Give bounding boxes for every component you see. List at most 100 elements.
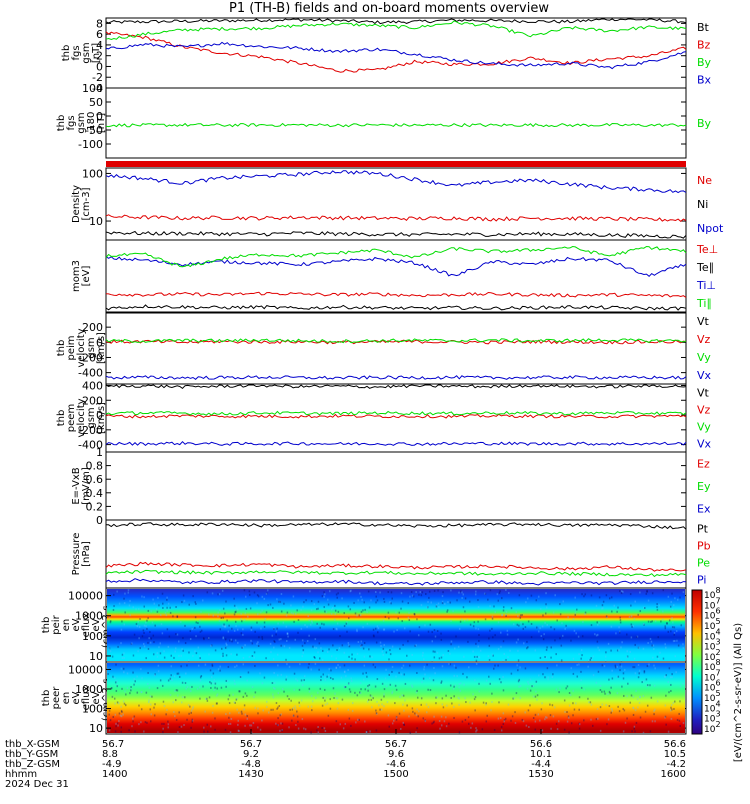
- spectrogram-pixel: [313, 656, 315, 659]
- spectrogram-pixel: [362, 678, 365, 681]
- spectrogram-pixel: [304, 642, 306, 645]
- spectrogram-pixel: [319, 626, 321, 629]
- spectrogram-pixel: [138, 723, 140, 726]
- spectrogram-pixel: [285, 614, 288, 617]
- spectrogram-pixel: [440, 724, 443, 727]
- spectrogram-pixel: [649, 637, 652, 640]
- spectrogram-pixel: [484, 618, 487, 621]
- spectrogram-pixel: [129, 692, 131, 695]
- spectrogram-pixel: [574, 611, 577, 614]
- spectrogram-pixel: [375, 595, 377, 598]
- spectrogram-pixel: [141, 635, 144, 638]
- spectrogram-pixel: [115, 663, 117, 666]
- spectrogram-pixel: [658, 604, 660, 607]
- spectrogram-pixel: [225, 654, 228, 657]
- spectrogram-pixel: [151, 621, 154, 624]
- spectrogram-pixel: [233, 629, 236, 632]
- spectrogram-pixel: [485, 679, 488, 682]
- spectrogram-pixel: [341, 597, 343, 600]
- spectrogram-pixel: [572, 702, 574, 705]
- spectrogram-pixel: [150, 610, 152, 613]
- spectrogram-pixel: [634, 600, 637, 603]
- spectrogram-pixel: [229, 639, 231, 642]
- y-axis-label-line: peem: [66, 404, 77, 432]
- y-tick-label: -400: [78, 439, 103, 452]
- spectrogram-pixel: [111, 655, 114, 658]
- spectrogram-pixel: [251, 686, 254, 689]
- spectrogram-pixel: [211, 711, 214, 714]
- spectrogram-pixel: [617, 705, 619, 708]
- spectrogram-pixel: [475, 655, 477, 658]
- spectrogram-pixel: [402, 703, 404, 706]
- spectrogram-pixel: [402, 721, 405, 724]
- spectrogram-pixel: [456, 675, 458, 678]
- spectrogram-pixel: [502, 712, 505, 715]
- spectrogram-pixel: [366, 622, 369, 625]
- spectrogram-pixel: [176, 689, 179, 692]
- y-axis-label-line: velocity: [76, 398, 87, 437]
- panel-frame: [105, 311, 687, 385]
- spectrogram-pixel: [679, 596, 681, 599]
- spectrogram-pixel: [199, 657, 201, 660]
- spectrogram-pixel: [400, 673, 402, 676]
- spectrogram-pixel: [334, 692, 336, 695]
- spectrogram-pixel: [347, 669, 349, 672]
- spectrogram-pixel: [613, 604, 616, 607]
- series-line-Vz: [105, 413, 687, 419]
- spectrogram-pixel: [446, 609, 449, 612]
- spectrogram-pixel: [671, 626, 674, 629]
- spectrogram-pixel: [357, 641, 360, 644]
- spectrogram-pixel: [335, 593, 338, 596]
- spectrogram-pixel: [638, 646, 640, 649]
- spectrogram-pixel: [395, 611, 397, 614]
- spectrogram-pixel: [581, 635, 584, 638]
- spectrogram-pixel: [530, 594, 533, 597]
- spectrogram-pixel: [633, 666, 636, 669]
- spectrogram-pixel: [117, 724, 119, 727]
- spectrogram-pixel: [503, 720, 506, 723]
- spectrogram-pixel: [544, 716, 547, 719]
- spectrogram-pixel: [169, 694, 172, 697]
- y-tick-label: -200: [78, 351, 103, 364]
- spectrogram-pixel: [238, 690, 240, 693]
- spectrogram-pixel: [611, 669, 613, 672]
- y-axis-label-line: en: [61, 692, 72, 705]
- spectrogram-pixel: [617, 606, 619, 609]
- spectrogram-pixel: [536, 694, 539, 697]
- y-axis-label-line: Pressure: [71, 533, 82, 576]
- spectrogram-pixel: [488, 644, 491, 647]
- spectrogram-pixel: [323, 591, 325, 594]
- spectrogram-pixel: [212, 682, 215, 685]
- spectrogram-pixel: [212, 704, 214, 707]
- spectrogram-pixel: [629, 593, 632, 596]
- spectrogram-pixel: [373, 635, 375, 638]
- spectrogram-pixel: [634, 730, 636, 733]
- spectrogram-pixel: [226, 680, 229, 683]
- spectrogram-pixel: [132, 671, 134, 674]
- spectrogram-pixel: [220, 655, 223, 658]
- spectrogram-pixel: [500, 681, 502, 684]
- spectrogram-pixel: [522, 623, 524, 626]
- spectrogram-pixel: [383, 628, 386, 631]
- spectrogram-pixel: [607, 718, 610, 721]
- spectrogram-pixel: [195, 602, 197, 605]
- spectrogram-pixel: [259, 672, 261, 675]
- spectrogram-pixel: [512, 697, 514, 700]
- spectrogram-pixel: [411, 654, 413, 657]
- spectrogram-pixel: [277, 622, 279, 625]
- spectrogram-pixel: [667, 595, 670, 598]
- spectrogram-pixel: [651, 620, 653, 623]
- spectrogram-pixel: [522, 720, 525, 723]
- spectrogram-pixel: [149, 695, 152, 698]
- spectrogram-pixel: [667, 681, 669, 684]
- spectrogram-pixel: [550, 626, 552, 629]
- spectrogram-pixel: [642, 695, 645, 698]
- y-tick-label: 50: [89, 96, 103, 109]
- spectrogram-pixel: [320, 647, 322, 650]
- spectrogram-pixel: [185, 687, 187, 690]
- hhmm-value: 1600: [661, 769, 686, 780]
- spectrogram-pixel: [520, 621, 522, 624]
- spectrogram-pixel: [646, 589, 648, 592]
- spectrogram-pixel: [541, 729, 544, 732]
- spectrogram-pixel: [542, 638, 545, 641]
